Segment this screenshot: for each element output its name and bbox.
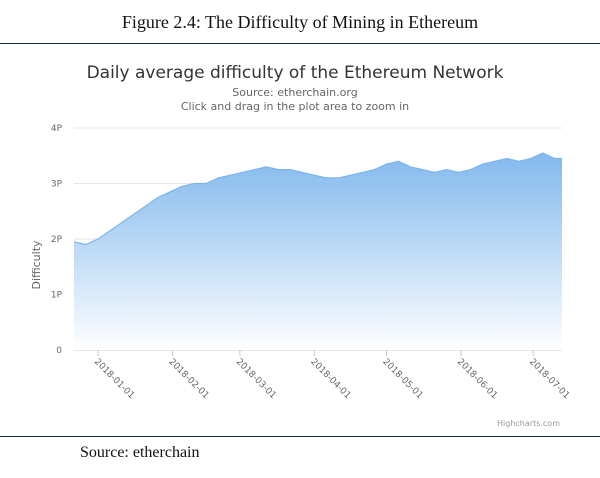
y-axis-title: Difficulty xyxy=(30,240,43,290)
x-tick-label: 2018-07-01 xyxy=(527,357,571,401)
x-tick-label: 2018-03-01 xyxy=(234,357,278,401)
top-rule xyxy=(0,43,600,44)
x-tick-label: 2018-04-01 xyxy=(308,357,352,401)
x-tick-label: 2018-06-01 xyxy=(455,357,499,401)
x-tick-label: 2018-02-01 xyxy=(166,357,210,401)
chart-subtitle: Source: etherchain.org xyxy=(232,86,357,99)
x-tick-label: 2018-01-01 xyxy=(92,357,136,401)
bottom-rule xyxy=(0,436,600,437)
y-tick-label: 0 xyxy=(56,346,62,356)
x-axis: 2018-01-01 2018-02-01 2018-03-01 2018-04-01… xyxy=(92,350,571,401)
series-line[interactable] xyxy=(73,152,562,246)
chart-title: Daily average difficulty of the Ethereum… xyxy=(87,63,504,83)
x-tick-label: 2018-05-01 xyxy=(380,357,424,401)
y-tick-label: 2P xyxy=(51,235,63,245)
y-tick-label: 1P xyxy=(51,291,63,301)
highcharts-credits[interactable]: Highcharts.com xyxy=(497,419,560,428)
series-area[interactable] xyxy=(74,153,562,350)
figure-caption: Figure 2.4: The Difficulty of Mining in … xyxy=(121,12,479,32)
figure-source: Source: etherchain xyxy=(80,444,200,461)
y-tick-label: 3P xyxy=(51,180,63,190)
chart-zoom-hint: Click and drag in the plot area to zoom … xyxy=(181,100,409,113)
y-tick-label: 4P xyxy=(51,124,63,134)
difficulty-chart[interactable]: Daily average difficulty of the Ethereum… xyxy=(0,48,600,436)
y-axis: 0 1P 2P 3P 4P xyxy=(51,124,63,356)
